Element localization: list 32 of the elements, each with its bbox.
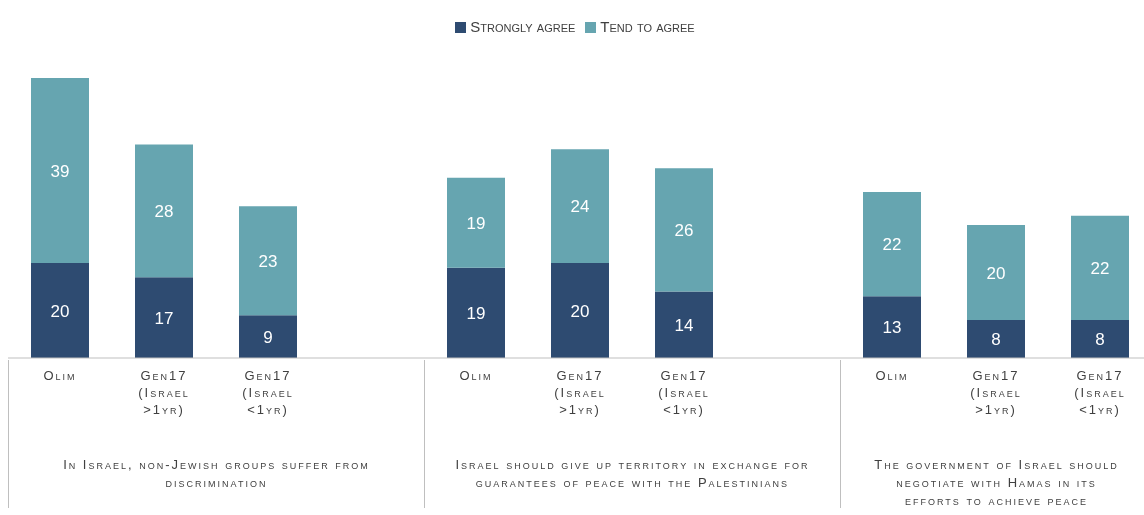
legend-label: Tend to agree: [600, 18, 695, 35]
data-label: 17: [154, 308, 174, 328]
x-tick-label: Gen17 (Israel <1yr): [1074, 368, 1126, 417]
data-label: 9: [263, 327, 273, 347]
data-label: 39: [50, 161, 70, 181]
data-label: 13: [882, 318, 902, 338]
x-tick-label: Gen17 (Israel >1yr): [138, 368, 190, 417]
data-label: 19: [466, 303, 486, 323]
data-label: 8: [1095, 330, 1105, 350]
x-tick-label: Gen17 (Israel <1yr): [242, 368, 294, 417]
data-label: 19: [466, 213, 486, 233]
data-label: 22: [882, 235, 902, 255]
x-tick-label: Gen17 (Israel >1yr): [970, 368, 1022, 417]
x-tick-label: Gen17 (Israel <1yr): [658, 368, 710, 417]
data-label: 20: [570, 301, 590, 321]
x-tick-label: Olim: [875, 368, 909, 383]
data-label: 24: [570, 197, 590, 217]
text: In Israel, non-Jewish groups suffer from discrimination: [62, 456, 371, 492]
data-label: 8: [991, 330, 1001, 350]
data-label: 14: [674, 315, 694, 335]
x-tick-label: Olim: [459, 368, 493, 383]
data-label: 28: [154, 201, 174, 221]
data-label: 20: [50, 301, 70, 321]
text: Israel should give up territory in exchange for guarantees of peace with the Palestinians: [454, 456, 811, 492]
text: The government of Israel should negotiate with Hamas in its efforts to achieve peace: [873, 456, 1120, 510]
data-label: 23: [258, 251, 278, 271]
data-label: 22: [1090, 258, 1110, 278]
data-label: 20: [986, 263, 1006, 283]
legend-label: Strongly agree: [470, 18, 576, 35]
x-tick-label: Gen17 (Israel >1yr): [554, 368, 606, 417]
data-label: 26: [674, 220, 694, 240]
x-tick-label: Olim: [43, 368, 77, 383]
